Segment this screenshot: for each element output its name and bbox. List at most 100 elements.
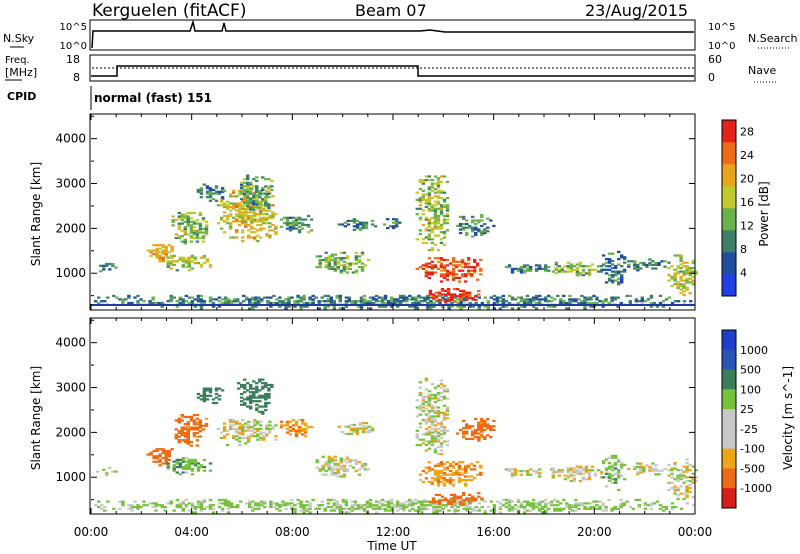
velocity-cell (303, 427, 308, 431)
power-cell (243, 181, 247, 184)
power-cell (342, 264, 347, 267)
velocity-cell (336, 475, 340, 478)
power-cell (433, 234, 438, 237)
velocity-cell (587, 478, 592, 481)
power-cell (538, 294, 542, 297)
power-cell (268, 234, 272, 237)
velocity-cell (636, 471, 640, 474)
power-cell (257, 296, 261, 299)
power-cell (451, 278, 456, 281)
velocity-cell (476, 473, 480, 476)
power-cell (259, 218, 263, 221)
power-cell (187, 256, 191, 259)
velocity-cell (127, 507, 131, 510)
power-cell (268, 209, 272, 212)
velocity-cell (513, 471, 518, 474)
power-cell (427, 262, 432, 265)
velocity-cell (507, 505, 512, 509)
power-cell (411, 298, 415, 301)
velocity-cell (208, 504, 213, 507)
power-cell (354, 271, 359, 274)
velocity-cell (220, 502, 225, 505)
power-cell (199, 301, 204, 305)
power-cell (436, 216, 441, 219)
velocity-cell (451, 484, 456, 487)
power-cell (430, 179, 435, 182)
power-cell (691, 261, 695, 264)
power-cell (433, 227, 438, 230)
power-cell (262, 216, 266, 219)
velocity-cell (430, 444, 435, 447)
velocity-ytick-label: 2000 (55, 425, 86, 439)
velocity-cell (421, 402, 426, 405)
power-cell (442, 267, 447, 270)
power-cell (449, 295, 454, 298)
power-cell (560, 266, 564, 270)
velocity-cell (670, 487, 674, 490)
velocity-cell (430, 422, 435, 425)
power-cell (271, 204, 275, 207)
power-cell (415, 267, 419, 270)
velocity-cell (136, 507, 140, 510)
velocity-cell (195, 439, 200, 442)
velocity-cell (670, 467, 674, 470)
power-cell (486, 300, 490, 303)
power-cell (640, 296, 644, 299)
power-cell (217, 296, 222, 299)
velocity-cell (483, 425, 487, 428)
power-cell (264, 178, 268, 181)
power-cell (620, 256, 624, 259)
power-cell (196, 188, 201, 192)
velocity-cell (510, 505, 515, 509)
velocity-cell (456, 502, 460, 505)
power-cell (217, 192, 222, 195)
power-cell (296, 301, 300, 305)
velocity-cell (351, 459, 356, 462)
velocity-cell (679, 469, 683, 472)
power-cell (473, 271, 477, 274)
power-cell (327, 257, 331, 260)
power-cell (620, 275, 624, 279)
power-cell (246, 192, 250, 195)
power-cell (682, 293, 686, 297)
velocity-cell (260, 502, 264, 505)
power-cell (445, 264, 450, 267)
power-cell (332, 300, 336, 303)
velocity-cell (492, 419, 496, 422)
power-cell (202, 300, 207, 303)
velocity-cell (154, 502, 158, 505)
power-cell (613, 298, 617, 301)
velocity-cell (354, 461, 359, 464)
velocity-cell (433, 386, 438, 389)
power-cell (495, 301, 500, 305)
velocity-cell (432, 509, 436, 512)
velocity-cell (318, 468, 322, 471)
velocity-cell (538, 502, 542, 505)
velocity-cell (578, 470, 583, 474)
power-cell (294, 222, 299, 225)
velocity-colorbar-swatch (722, 448, 736, 469)
power-cell (436, 179, 441, 182)
power-cell (457, 280, 462, 283)
power-cell (264, 203, 268, 206)
power-cell (318, 262, 322, 265)
velocity-cell (436, 435, 441, 438)
power-cell (330, 255, 334, 258)
power-cell (175, 260, 179, 263)
velocity-cell (254, 507, 258, 510)
power-cell (577, 301, 581, 305)
velocity-cell (196, 504, 201, 507)
velocity-cell (387, 504, 391, 507)
velocity-cell (492, 505, 497, 509)
power-cell (604, 258, 609, 261)
velocity-cell (442, 418, 447, 422)
velocity-cell (164, 455, 168, 458)
power-cell (296, 296, 300, 299)
power-cell (446, 293, 451, 296)
power-cell (327, 266, 331, 269)
velocity-cell (610, 478, 615, 481)
power-cell (418, 266, 423, 269)
freq-tick-top: 18 (66, 53, 80, 66)
velocity-cell (562, 507, 566, 510)
velocity-cell (222, 429, 227, 432)
